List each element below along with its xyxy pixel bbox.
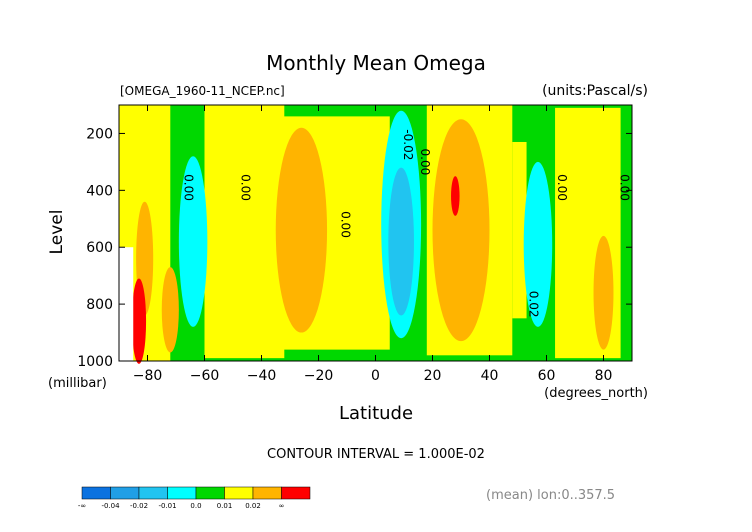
contour-interval-text: CONTOUR INTERVAL = 1.000E-02: [267, 447, 485, 462]
neg-region-southern: [178, 156, 208, 327]
x-tick-label: −80: [133, 368, 163, 384]
legend-label: -0.01: [158, 502, 176, 510]
x-tick-label: −20: [304, 368, 334, 384]
legend-swatch: [224, 486, 254, 500]
units-label: (units:Pascal/s): [542, 83, 648, 99]
legend-label: -∞: [78, 502, 86, 510]
legend-label: ∞: [279, 502, 285, 510]
x-tick-label: −40: [247, 368, 277, 384]
axis-ticks: −80 −60 −40 −20 0 20 40 60 80 200 400 600 800 1000: [77, 105, 632, 384]
neg-mid-equatorial: [388, 167, 414, 316]
legend-swatch: [110, 486, 140, 500]
chart-title: Monthly Mean Omega: [266, 51, 486, 75]
legend-label: 0.0: [190, 502, 201, 510]
contour-label: 0.02: [526, 291, 540, 318]
x-tick-label: 0: [371, 368, 380, 384]
contour-fill-layer: [119, 105, 632, 364]
color-legend: -∞ -0.04 -0.02 -0.01 0.0 0.01 0.02 ∞: [78, 486, 311, 510]
contour-label: 0.00: [618, 174, 632, 201]
pos-region-north-midlat: [512, 141, 527, 319]
contour-label: 0.00: [182, 174, 196, 201]
contour-label: 0.00: [338, 211, 352, 238]
pos-region-left-edge: [119, 107, 137, 245]
x-units-label: (degrees_north): [544, 386, 648, 401]
legend-label: 0.02: [245, 502, 261, 510]
y-tick-label: 400: [86, 183, 113, 199]
x-tick-label: 40: [481, 368, 499, 384]
legend-swatch: [281, 486, 311, 500]
neg-region-north-midlat: [523, 161, 553, 327]
legend-swatch: [167, 486, 197, 500]
y-axis-label: Level: [47, 210, 67, 255]
mean-lon-footer: (mean) lon:0..357.5: [486, 488, 615, 503]
y-tick-label: 1000: [77, 354, 113, 370]
x-tick-label: 80: [595, 368, 613, 384]
legend-label: -0.02: [130, 502, 148, 510]
pos-mid-north-subtropics: [432, 119, 490, 342]
y-tick-label: 600: [86, 240, 113, 256]
contour-labels: 0.00 0.000.00-0.020.000.020.00 0.00: [182, 129, 632, 317]
contour-label: 0.00: [418, 149, 432, 176]
contour-label: 0.00: [555, 174, 569, 201]
contour-label: 0.00: [239, 174, 253, 201]
y-tick-label: 800: [86, 297, 113, 313]
x-tick-label: 60: [538, 368, 556, 384]
legend-swatch: [138, 486, 168, 500]
file-label: [OMEGA_1960-11_NCEP.nc]: [120, 84, 285, 98]
legend-label: -0.04: [101, 502, 120, 510]
legend-label: 0.01: [217, 502, 233, 510]
pos-strong-north-subtropics: [451, 176, 460, 216]
legend-swatch: [252, 486, 282, 500]
pos-mid-north-pole: [593, 235, 614, 350]
y-units-label: (millibar): [48, 376, 107, 391]
pos-strong-southpole: [131, 278, 147, 364]
pos-mid-subtropics-south: [275, 127, 328, 333]
y-tick-label: 200: [86, 126, 113, 142]
missing-data-region: [119, 247, 134, 361]
pos-mid-southpole-2: [161, 267, 179, 353]
x-tick-label: −60: [190, 368, 220, 384]
legend-swatch: [195, 486, 225, 500]
x-axis-label: Latitude: [339, 403, 413, 424]
legend-swatch: [81, 486, 111, 500]
x-tick-label: 20: [424, 368, 442, 384]
contour-label: -0.02: [401, 129, 415, 160]
